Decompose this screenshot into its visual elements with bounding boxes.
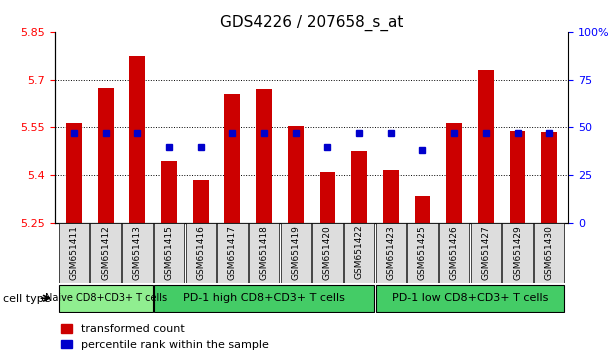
FancyBboxPatch shape (90, 223, 121, 283)
FancyBboxPatch shape (439, 223, 469, 283)
FancyBboxPatch shape (154, 285, 375, 312)
FancyBboxPatch shape (154, 223, 185, 283)
Bar (224, 94, 240, 223)
FancyBboxPatch shape (376, 285, 565, 312)
Text: GSM651411: GSM651411 (70, 225, 78, 280)
Text: PD-1 high CD8+CD3+ T cells: PD-1 high CD8+CD3+ T cells (183, 293, 345, 303)
Text: GSM651417: GSM651417 (228, 225, 237, 280)
Text: GSM651425: GSM651425 (418, 225, 427, 280)
FancyBboxPatch shape (534, 223, 565, 283)
Text: GSM651422: GSM651422 (354, 225, 364, 279)
Bar (193, 180, 208, 223)
FancyBboxPatch shape (408, 223, 437, 283)
Text: GSM651419: GSM651419 (291, 225, 300, 280)
FancyBboxPatch shape (122, 223, 153, 283)
Text: GSM651430: GSM651430 (545, 225, 554, 280)
Bar (415, 196, 430, 223)
Bar (541, 132, 557, 223)
Bar (383, 170, 399, 223)
Text: GSM651423: GSM651423 (386, 225, 395, 280)
Bar (510, 131, 525, 223)
Bar (320, 172, 335, 223)
FancyBboxPatch shape (376, 223, 406, 283)
FancyBboxPatch shape (59, 285, 153, 312)
Bar (98, 87, 114, 223)
Bar (446, 122, 462, 223)
FancyBboxPatch shape (186, 223, 216, 283)
Text: GSM651416: GSM651416 (196, 225, 205, 280)
Text: GSM651418: GSM651418 (260, 225, 269, 280)
Bar (130, 56, 145, 223)
Bar (256, 89, 272, 223)
Text: GSM651420: GSM651420 (323, 225, 332, 280)
Legend: transformed count, percentile rank within the sample: transformed count, percentile rank withi… (60, 324, 268, 350)
FancyBboxPatch shape (312, 223, 343, 283)
FancyBboxPatch shape (249, 223, 279, 283)
Text: GSM651426: GSM651426 (450, 225, 459, 280)
FancyBboxPatch shape (280, 223, 311, 283)
Text: cell type: cell type (3, 294, 51, 304)
Text: PD-1 low CD8+CD3+ T cells: PD-1 low CD8+CD3+ T cells (392, 293, 548, 303)
FancyBboxPatch shape (344, 223, 375, 283)
FancyBboxPatch shape (217, 223, 247, 283)
Text: GSM651429: GSM651429 (513, 225, 522, 280)
Bar (478, 70, 494, 223)
Bar (351, 152, 367, 223)
Text: Naive CD8+CD3+ T cells: Naive CD8+CD3+ T cells (45, 293, 167, 303)
Bar (288, 126, 304, 223)
Bar (161, 161, 177, 223)
FancyBboxPatch shape (59, 223, 89, 283)
Text: GSM651427: GSM651427 (481, 225, 491, 280)
Title: GDS4226 / 207658_s_at: GDS4226 / 207658_s_at (220, 14, 403, 30)
Bar (66, 122, 82, 223)
FancyBboxPatch shape (470, 223, 501, 283)
Text: GSM651412: GSM651412 (101, 225, 110, 280)
FancyBboxPatch shape (502, 223, 533, 283)
Text: GSM651415: GSM651415 (164, 225, 174, 280)
Text: GSM651413: GSM651413 (133, 225, 142, 280)
